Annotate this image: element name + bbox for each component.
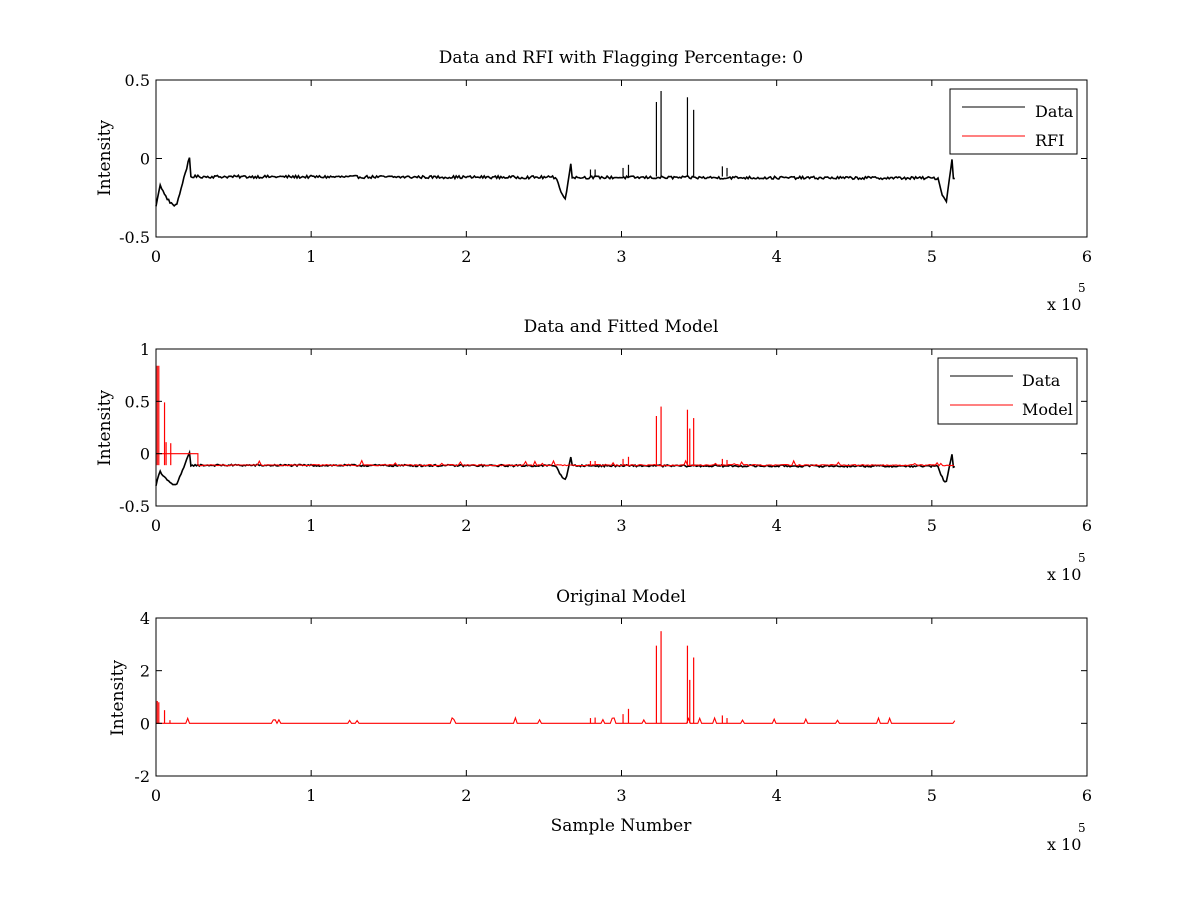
x-tick-label: 2 (461, 516, 471, 535)
series-layer (156, 631, 956, 725)
model-trace (156, 453, 954, 467)
x-multiplier: x 10 (1047, 835, 1081, 854)
x-tick-label: 4 (772, 786, 782, 805)
legend-box (949, 88, 1078, 155)
x-multiplier-exponent: 5 (1078, 551, 1086, 565)
x-tick-label: 5 (927, 247, 937, 266)
legend-label-data: Data (1022, 371, 1061, 390)
x-tick-label: 0 (151, 247, 161, 266)
legend: Data Model (937, 357, 1078, 425)
axes (155, 79, 1088, 238)
legend-label-data: Data (1035, 102, 1074, 121)
model-trace (156, 716, 956, 725)
x-tick-label: 2 (461, 786, 471, 805)
y-tick-label: 1 (140, 340, 150, 359)
x-tick-label: 6 (1082, 786, 1092, 805)
x-tick-label: 1 (306, 247, 316, 266)
x-multiplier: x 10 (1047, 295, 1081, 314)
x-tick-label: 5 (927, 786, 937, 805)
panel-title: Data and RFI with Flagging Percentage: 0 (439, 48, 803, 68)
x-tick-label: 3 (616, 247, 626, 266)
y-tick-label: 0.5 (125, 71, 150, 90)
x-tick-label: 2 (461, 247, 471, 266)
legend-box (937, 357, 1078, 425)
panel-data-and-fitted-model: Data and Fitted Model Intensity 0 1 2 3 4 5 6 -… (95, 317, 1092, 584)
y-axis-label: Intensity (95, 390, 115, 466)
data-trace (155, 449, 956, 486)
legend-label-rfi: RFI (1035, 131, 1064, 150)
data-trace (155, 157, 955, 208)
y-tick-label: 0 (140, 150, 150, 169)
y-tick-label: 0 (140, 714, 150, 733)
legend-label-model: Model (1022, 400, 1073, 419)
axes (155, 617, 1088, 777)
tick-labels: 0 1 2 3 4 5 6-0.500.51 (119, 340, 1092, 535)
panel-title: Data and Fitted Model (524, 317, 719, 337)
y-axis-label: Intensity (95, 120, 115, 196)
series-layer (155, 90, 955, 208)
x-tick-label: 0 (151, 786, 161, 805)
y-tick-label: -0.5 (119, 497, 150, 516)
legend: Data RFI (949, 88, 1078, 155)
y-tick-label: 0.5 (125, 392, 150, 411)
x-tick-label: 1 (306, 516, 316, 535)
x-tick-label: 6 (1082, 516, 1092, 535)
x-tick-label: 3 (616, 786, 626, 805)
x-multiplier-exponent: 5 (1078, 821, 1086, 835)
x-tick-label: 6 (1082, 247, 1092, 266)
y-tick-label: -0.5 (119, 228, 150, 247)
tick-labels: 0 1 2 3 4 5 6-0.500.5 (119, 71, 1092, 266)
y-tick-label: 0 (140, 445, 150, 464)
x-tick-label: 1 (306, 786, 316, 805)
x-axis-label: Sample Number (551, 816, 693, 836)
y-tick-label: 2 (140, 662, 150, 681)
x-tick-label: 5 (927, 516, 937, 535)
axes (155, 348, 1088, 507)
panel-data-and-rfi: Data and RFI with Flagging Percentage: 0… (95, 48, 1092, 314)
series-layer (155, 365, 956, 486)
y-tick-label: 4 (140, 609, 150, 628)
x-multiplier-exponent: 5 (1078, 281, 1086, 295)
x-tick-label: 0 (151, 516, 161, 535)
x-tick-label: 4 (772, 247, 782, 266)
x-multiplier: x 10 (1047, 565, 1081, 584)
y-axis-label: Intensity (108, 660, 128, 736)
panel-title: Original Model (556, 587, 686, 607)
x-tick-label: 4 (772, 516, 782, 535)
x-tick-label: 3 (616, 516, 626, 535)
y-tick-label: -2 (134, 767, 150, 786)
